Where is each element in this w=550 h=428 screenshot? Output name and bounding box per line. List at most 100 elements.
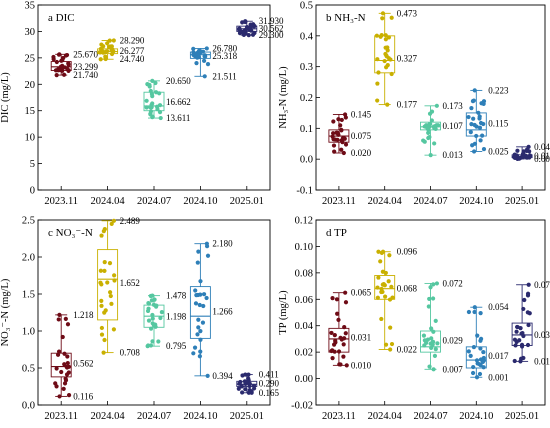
stat-label-min: 21.740 bbox=[73, 70, 98, 80]
data-point bbox=[330, 295, 335, 301]
data-point bbox=[56, 317, 61, 322]
data-point bbox=[336, 349, 342, 354]
data-point bbox=[334, 297, 340, 302]
y-tick-label: 0.2 bbox=[300, 93, 313, 104]
data-point bbox=[98, 57, 103, 62]
x-tick-label: 2024.07 bbox=[137, 411, 171, 422]
data-point bbox=[149, 102, 154, 108]
data-point bbox=[471, 364, 476, 370]
data-point bbox=[339, 117, 344, 123]
data-point bbox=[383, 37, 388, 42]
y-tick-label: 0.1 bbox=[300, 124, 313, 135]
box-2: 1.478 1.198 0.795 bbox=[143, 291, 187, 351]
data-point bbox=[158, 315, 163, 321]
x-tick-label: 2025.01 bbox=[505, 411, 539, 422]
data-point bbox=[193, 301, 199, 306]
data-point bbox=[191, 46, 196, 52]
data-point bbox=[423, 338, 428, 343]
data-point bbox=[375, 295, 380, 300]
data-point bbox=[481, 349, 486, 355]
stat-label-min: 0.116 bbox=[73, 391, 93, 401]
chart-panel-2: c NO₃⁻-N 0.0 0.5 1.0 1.5 2.0 2.5 NO₃⁻-N (mg/L) 2… bbox=[0, 216, 280, 423]
box-0: 1.218 0.562 0.116 bbox=[50, 310, 94, 401]
data-point bbox=[62, 362, 67, 367]
stat-label-mean: 0.075 bbox=[351, 131, 372, 141]
data-point bbox=[469, 121, 474, 127]
x-tick-label: 2024.04 bbox=[91, 411, 126, 422]
y-axis-label: NO₃⁻-N (mg/L) bbox=[0, 278, 11, 346]
stat-label-mean: 0.327 bbox=[397, 53, 418, 63]
stat-label-mean: 0.031 bbox=[351, 333, 371, 343]
data-point bbox=[382, 58, 387, 64]
data-point bbox=[60, 63, 65, 68]
data-point bbox=[340, 140, 345, 145]
stat-label-mean: 23.299 bbox=[73, 62, 98, 72]
data-point bbox=[108, 290, 113, 295]
stat-label-mean: 25.318 bbox=[212, 51, 237, 61]
data-point bbox=[376, 275, 381, 280]
stat-label-min: 29.300 bbox=[259, 30, 284, 40]
data-point bbox=[102, 268, 107, 273]
data-point bbox=[51, 57, 56, 62]
y-tick-label: -0.1 bbox=[296, 186, 313, 197]
stat-label-max: 0.223 bbox=[488, 85, 509, 95]
data-point bbox=[105, 280, 110, 285]
stat-label-min: 24.740 bbox=[120, 54, 145, 64]
data-point bbox=[336, 117, 341, 122]
y-tick-label: 0.12 bbox=[295, 216, 313, 227]
data-point bbox=[387, 297, 393, 302]
data-point bbox=[421, 138, 426, 143]
data-point bbox=[477, 371, 483, 377]
data-point bbox=[147, 82, 152, 88]
x-tick-label: 2023.11 bbox=[44, 196, 78, 207]
data-point bbox=[466, 309, 472, 315]
box-4: 0.071 0.033 0.013 bbox=[511, 280, 550, 366]
panel-title: b NH₃-N bbox=[326, 12, 366, 24]
y-axis-label: NH₃-N (mg/L) bbox=[278, 66, 289, 129]
plot-frame bbox=[315, 4, 546, 191]
x-tick-label: 2024.10 bbox=[183, 196, 217, 207]
data-point bbox=[471, 116, 476, 121]
data-point bbox=[481, 101, 486, 106]
data-point bbox=[63, 316, 68, 321]
y-tick-label: 0.5 bbox=[300, 1, 313, 12]
data-point bbox=[144, 105, 149, 110]
stat-label-min: 0.795 bbox=[166, 341, 187, 351]
chart-panel-0: a DIC 0 5 10 15 20 25 30 35 DIC (mg/L) 2023.11 25.6… bbox=[0, 1, 284, 208]
data-point bbox=[201, 292, 207, 297]
data-point bbox=[205, 62, 211, 67]
data-point bbox=[426, 135, 431, 141]
data-point bbox=[236, 386, 241, 391]
data-point bbox=[343, 300, 349, 305]
stat-label-min: 0.708 bbox=[120, 348, 141, 358]
data-point bbox=[471, 344, 477, 350]
data-point bbox=[111, 327, 116, 332]
stat-label-mean: 0.115 bbox=[488, 119, 508, 129]
data-point bbox=[381, 281, 386, 287]
data-point bbox=[429, 109, 435, 114]
stat-label-mean: 0.033 bbox=[534, 330, 550, 340]
data-point bbox=[53, 68, 59, 73]
data-point bbox=[475, 361, 480, 366]
data-point bbox=[521, 306, 526, 312]
data-point bbox=[386, 279, 391, 284]
data-point bbox=[148, 88, 153, 94]
data-point bbox=[205, 373, 210, 378]
data-point bbox=[57, 394, 62, 399]
data-point bbox=[343, 290, 348, 295]
data-point bbox=[335, 311, 340, 316]
data-point bbox=[200, 320, 206, 325]
data-point bbox=[385, 48, 390, 53]
stat-label-max: 2.180 bbox=[212, 239, 233, 249]
stat-label-max: 0.072 bbox=[443, 278, 463, 288]
plot-frame bbox=[37, 4, 271, 191]
data-point bbox=[470, 370, 476, 376]
data-point bbox=[338, 335, 343, 340]
data-point bbox=[197, 354, 202, 359]
data-point bbox=[526, 282, 531, 287]
data-point bbox=[431, 282, 436, 287]
box-0: 0.145 0.075 0.020 bbox=[328, 109, 372, 158]
y-tick-label: 0.0 bbox=[300, 155, 313, 166]
data-point bbox=[477, 125, 483, 130]
